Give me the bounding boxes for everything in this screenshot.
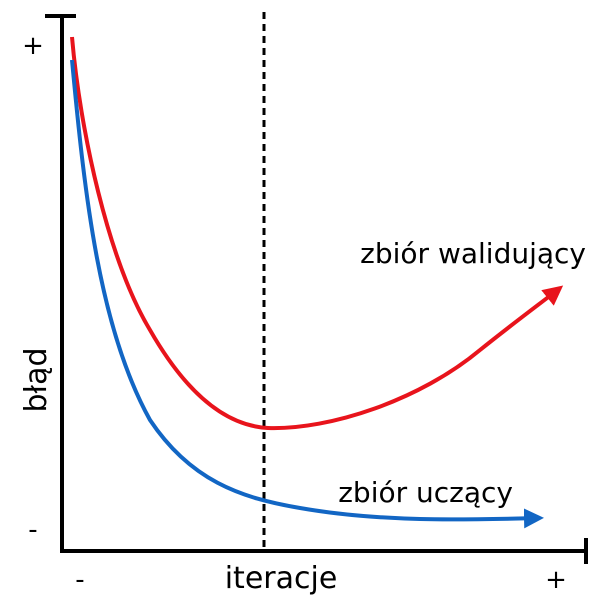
y-axis-title: błąd bbox=[19, 348, 54, 413]
x-axis-min-mark: - bbox=[75, 565, 84, 595]
y-axis-min-mark: - bbox=[28, 515, 37, 545]
x-axis-max-mark: + bbox=[545, 565, 567, 595]
training-curve bbox=[70, 59, 544, 529]
validation-curve-label: zbiór walidujący bbox=[360, 237, 586, 270]
y-axis-max-mark: + bbox=[22, 31, 44, 61]
x-axis-title: iteracje bbox=[225, 561, 338, 596]
validation-curve bbox=[70, 36, 564, 431]
training-curve-label: zbiór uczący bbox=[338, 476, 513, 509]
